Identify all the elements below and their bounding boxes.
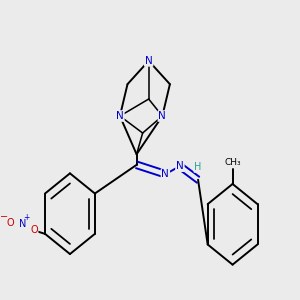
- Text: +: +: [24, 213, 30, 222]
- Text: N: N: [176, 161, 184, 171]
- Text: CH₃: CH₃: [224, 158, 241, 167]
- Text: H: H: [194, 162, 202, 172]
- Text: N: N: [19, 219, 27, 229]
- Text: O: O: [30, 225, 38, 235]
- Text: N: N: [145, 56, 153, 66]
- Text: O: O: [6, 218, 14, 228]
- Text: N: N: [116, 111, 124, 121]
- Text: −: −: [0, 212, 8, 222]
- Text: N: N: [158, 111, 166, 121]
- Text: N: N: [161, 169, 169, 179]
